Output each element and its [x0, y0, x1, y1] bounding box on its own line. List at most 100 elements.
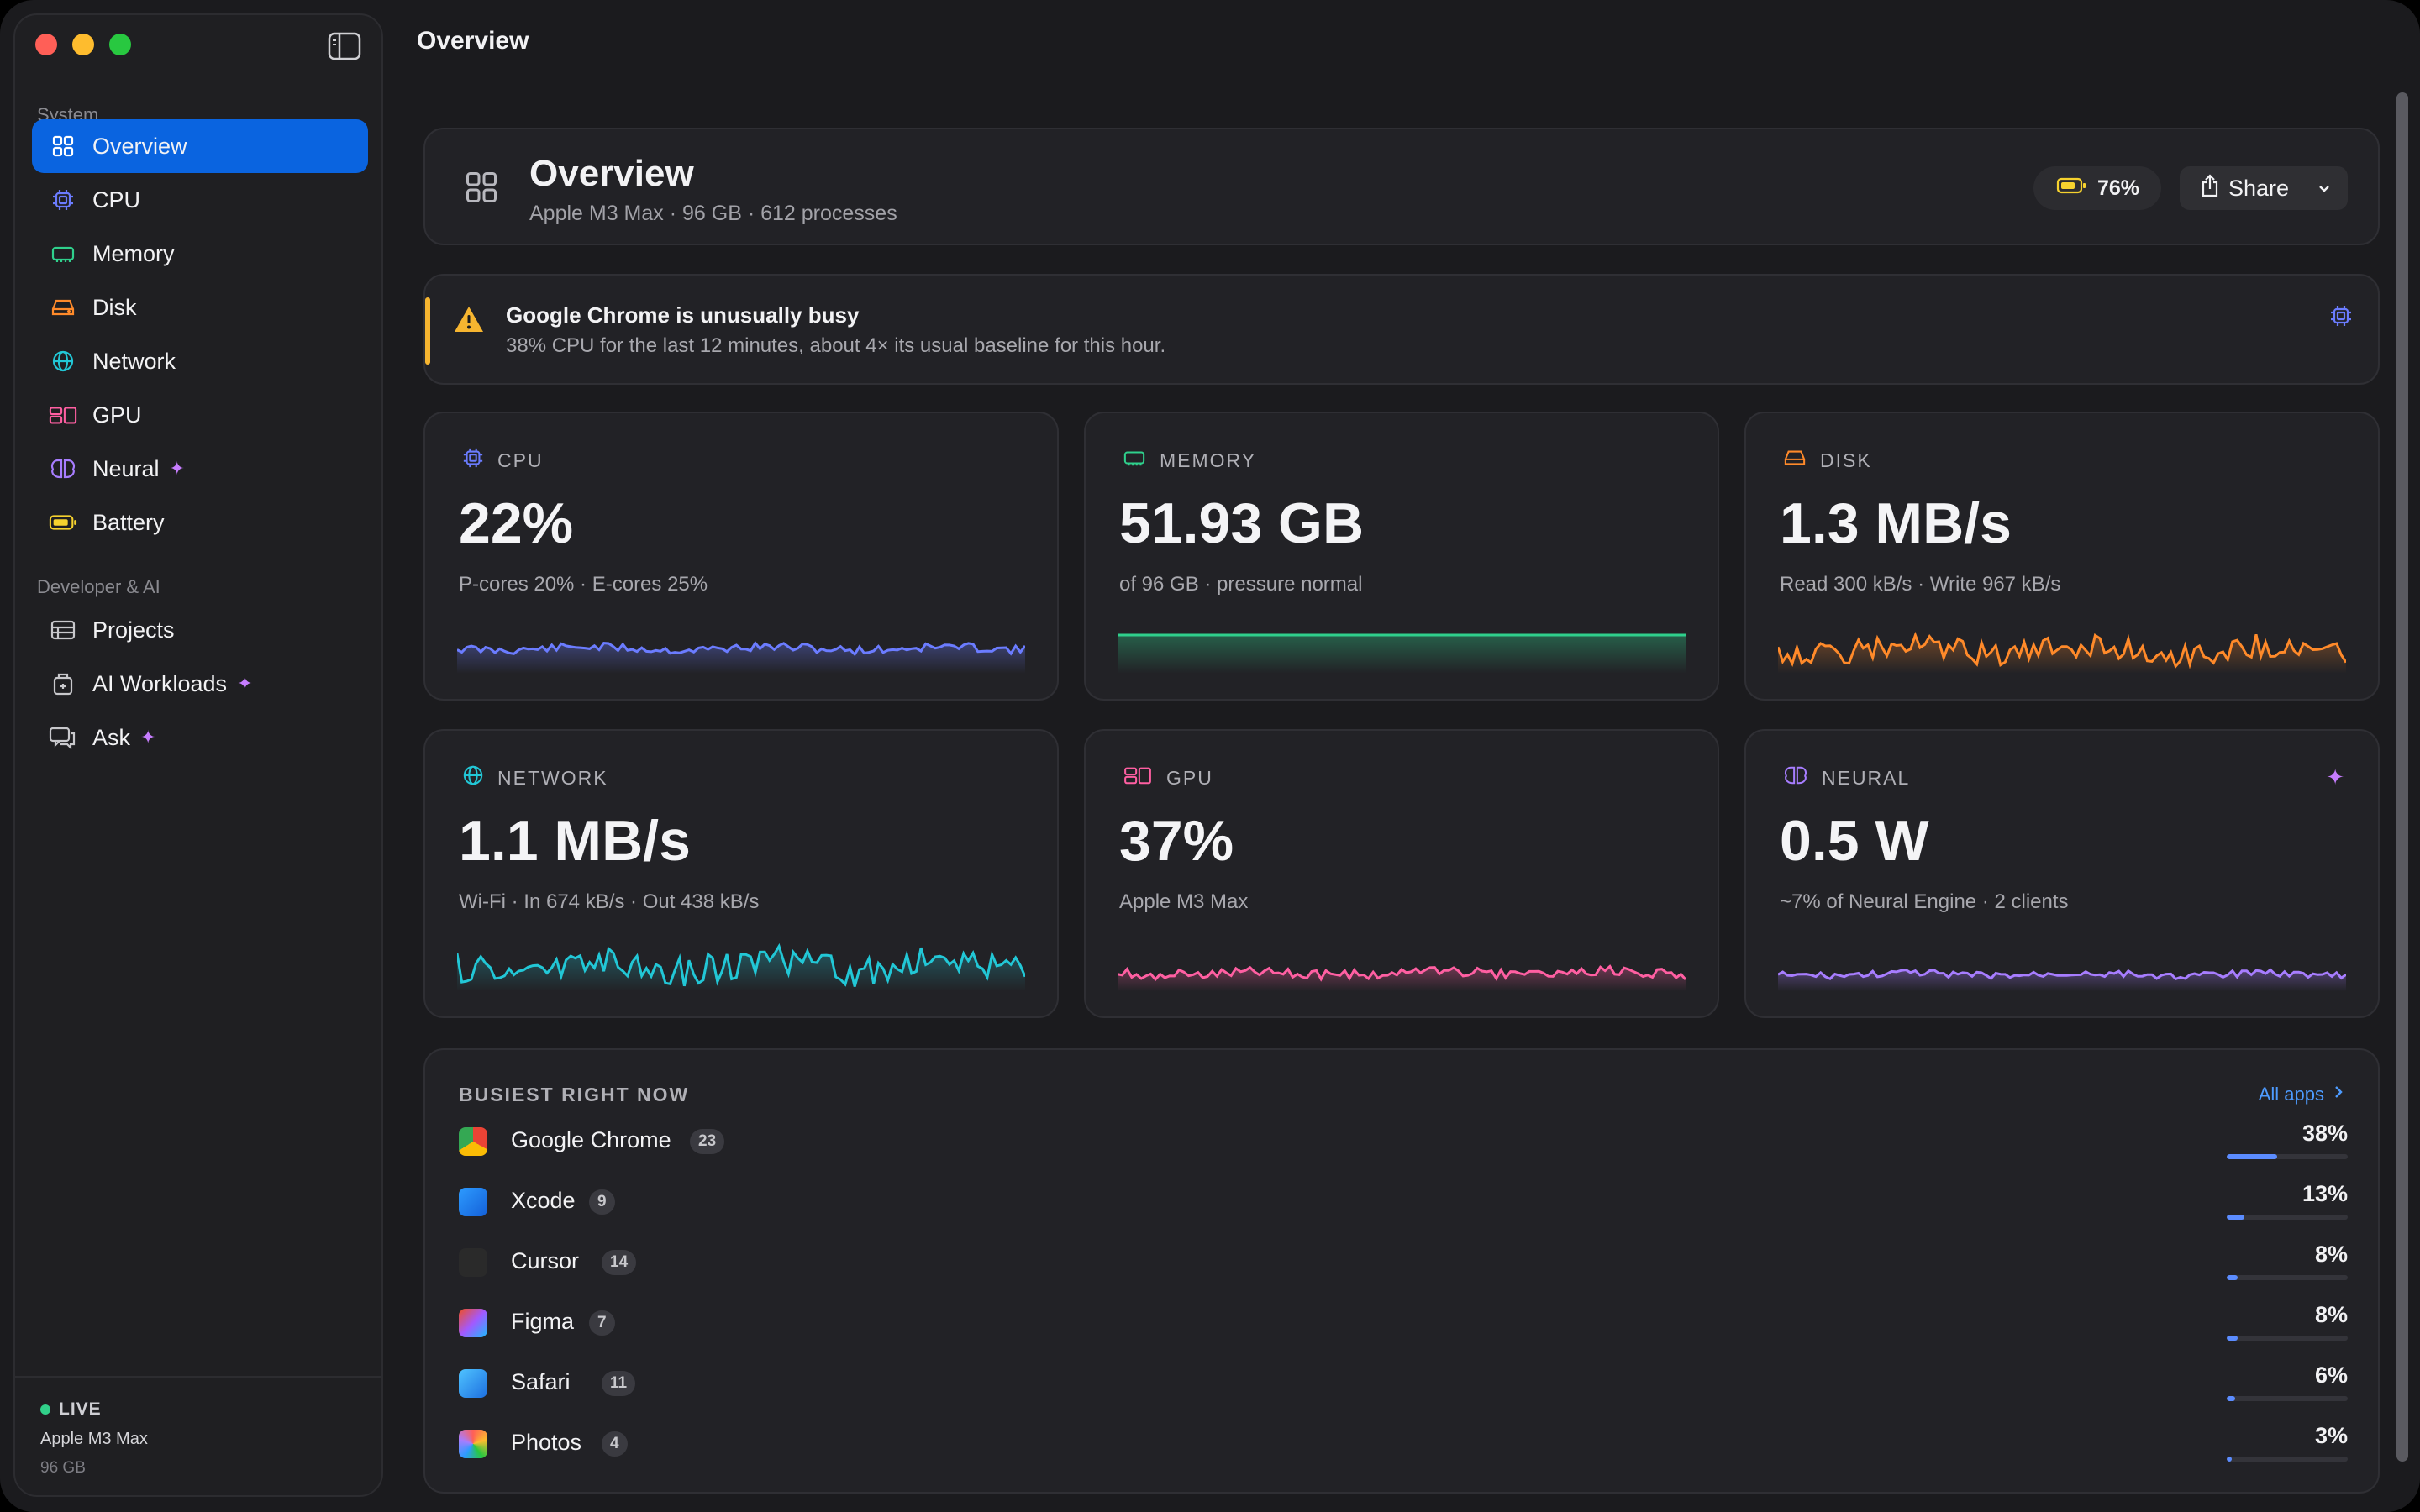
all-apps-label: All apps: [2258, 1084, 2324, 1105]
sidebar-item-ai-workloads[interactable]: AI Workloads ✦: [32, 657, 368, 711]
metric-value: 51.93 GB: [1119, 491, 1365, 555]
network-sparkline: [457, 942, 1025, 991]
sparkle-icon: ✦: [2326, 764, 2344, 790]
workloads-icon: [49, 669, 77, 698]
zoom-window-button[interactable]: [109, 34, 131, 55]
chevron-down-icon[interactable]: [2316, 178, 2333, 204]
sidebar-item-overview[interactable]: Overview: [32, 119, 368, 173]
metric-card-cpu[interactable]: CPU 22% P-cores 20% · E-cores 25%: [424, 412, 1059, 701]
sparkline-line: [1118, 964, 1686, 982]
app-cpu-bar-fill: [2227, 1154, 2278, 1159]
app-row[interactable]: Xcode 9 13%: [459, 1176, 2348, 1226]
chrome-icon: [459, 1127, 487, 1156]
app-row[interactable]: Safari 11 6%: [459, 1357, 2348, 1408]
warning-icon: [452, 304, 486, 339]
globe-icon: [462, 764, 484, 791]
sidebar-item-label: AI Workloads: [92, 670, 228, 696]
share-label: Share: [2228, 175, 2290, 201]
metric-detail: Read 300 kB/s · Write 967 kB/s: [1780, 573, 2061, 596]
grid-icon: [49, 132, 77, 160]
sidebar-item-neural[interactable]: Neural ✦: [32, 442, 368, 496]
battery-icon: [49, 508, 77, 537]
sparkle-icon: ✦: [169, 458, 185, 479]
metric-label: MEMORY: [1160, 449, 1257, 471]
sidebar-item-label: Neural: [92, 455, 160, 481]
alert-banner: Google Chrome is unusually busy 38% CPU …: [424, 274, 2380, 385]
photos-icon: [459, 1430, 487, 1458]
overview-header: Overview Apple M3 Max · 96 GB · 612 proc…: [424, 128, 2380, 245]
close-window-button[interactable]: [35, 34, 57, 55]
metric-label: GPU: [1166, 766, 1213, 789]
sidebar-item-disk[interactable]: Disk: [32, 281, 368, 334]
metric-label: NEURAL: [1822, 766, 1911, 789]
sidebar-item-memory[interactable]: Memory: [32, 227, 368, 281]
app-row[interactable]: Figma 7 8%: [459, 1297, 2348, 1347]
page-subtitle: Apple M3 Max · 96 GB · 612 processes: [529, 202, 897, 225]
process-count-badge: 7: [589, 1310, 615, 1336]
cpu-icon: [462, 447, 484, 474]
metric-value: 1.3 MB/s: [1780, 491, 2012, 555]
app-cpu-bar-fill: [2227, 1215, 2244, 1220]
alert-message: 38% CPU for the last 12 minutes, about 4…: [506, 334, 1166, 357]
app-cpu-percent: 8%: [2314, 1302, 2348, 1327]
metric-card-neural[interactable]: NEURAL ✦ 0.5 W ~7% of Neural Engine · 2 …: [1744, 729, 2380, 1018]
battery-badge[interactable]: 76%: [2033, 166, 2161, 210]
metric-card-memory[interactable]: MEMORY 51.93 GB of 96 GB · pressure norm…: [1084, 412, 1719, 701]
sidebar-toggle-icon[interactable]: [328, 32, 361, 60]
window-title: Overview: [417, 27, 529, 55]
metric-card-gpu[interactable]: GPU 37% Apple M3 Max: [1084, 729, 1719, 1018]
metric-detail: P-cores 20% · E-cores 25%: [459, 573, 708, 596]
sidebar-item-battery[interactable]: Battery: [32, 496, 368, 549]
app-cpu-bar-fill: [2227, 1336, 2238, 1341]
app-cpu-percent: 6%: [2314, 1362, 2348, 1388]
sidebar-item-cpu[interactable]: CPU: [32, 173, 368, 227]
app-cpu-bar: [2227, 1275, 2348, 1280]
app-row[interactable]: Photos 4 3%: [459, 1418, 2348, 1468]
sidebar-item-label: CPU: [92, 186, 141, 213]
sidebar: System Overview CPU Memory Disk Network …: [13, 13, 383, 1497]
app-cpu-bar-fill: [2227, 1275, 2238, 1280]
sidebar-item-ask[interactable]: Ask ✦: [32, 711, 368, 764]
process-count-badge: 14: [602, 1250, 637, 1275]
app-row[interactable]: Google Chrome 23 38%: [459, 1116, 2348, 1166]
metric-card-disk[interactable]: DISK 1.3 MB/s Read 300 kB/s · Write 967 …: [1744, 412, 2380, 701]
sidebar-item-gpu[interactable]: GPU: [32, 388, 368, 442]
footer-memory: 96 GB: [40, 1459, 86, 1477]
app-row[interactable]: Cursor 14 8%: [459, 1236, 2348, 1287]
alert-title: Google Chrome is unusually busy: [506, 302, 860, 328]
sidebar-item-label: Disk: [92, 294, 137, 320]
cpu-icon: [49, 186, 77, 214]
sidebar-item-label: Projects: [92, 617, 175, 643]
sidebar-item-projects[interactable]: Projects: [32, 603, 368, 657]
brain-icon: [49, 454, 77, 483]
minimize-window-button[interactable]: [72, 34, 94, 55]
sparkle-icon: ✦: [237, 673, 253, 694]
app-cpu-bar: [2227, 1396, 2348, 1401]
app-cpu-percent: 38%: [2302, 1121, 2348, 1146]
xcode-icon: [459, 1188, 487, 1216]
memory-sparkline: [1118, 633, 1686, 674]
gpu-sparkline: [1118, 964, 1686, 991]
chat-icon: [49, 723, 77, 752]
app-cpu-bar: [2227, 1457, 2348, 1462]
sparkline-area: [1118, 635, 1686, 674]
scrollbar[interactable]: [2396, 92, 2408, 1462]
app-name: Photos: [511, 1430, 582, 1455]
chevron-right-icon: [2333, 1084, 2344, 1105]
metric-detail: ~7% of Neural Engine · 2 clients: [1780, 890, 2069, 913]
metric-label: DISK: [1820, 449, 1872, 471]
sidebar-item-network[interactable]: Network: [32, 334, 368, 388]
metric-detail: Apple M3 Max: [1119, 890, 1249, 913]
sidebar-item-label: Network: [92, 348, 176, 374]
live-dot-icon: [40, 1404, 50, 1415]
globe-icon: [49, 347, 77, 375]
grid-icon: [464, 170, 499, 209]
all-apps-link[interactable]: All apps: [2259, 1084, 2344, 1105]
sidebar-item-label: Overview: [92, 133, 187, 159]
share-button[interactable]: Share: [2180, 166, 2348, 210]
disk-icon: [1783, 447, 1807, 474]
metric-card-network[interactable]: NETWORK 1.1 MB/s Wi-Fi · In 674 kB/s · O…: [424, 729, 1059, 1018]
cpu-icon[interactable]: [2329, 304, 2353, 332]
projects-icon: [49, 616, 77, 644]
